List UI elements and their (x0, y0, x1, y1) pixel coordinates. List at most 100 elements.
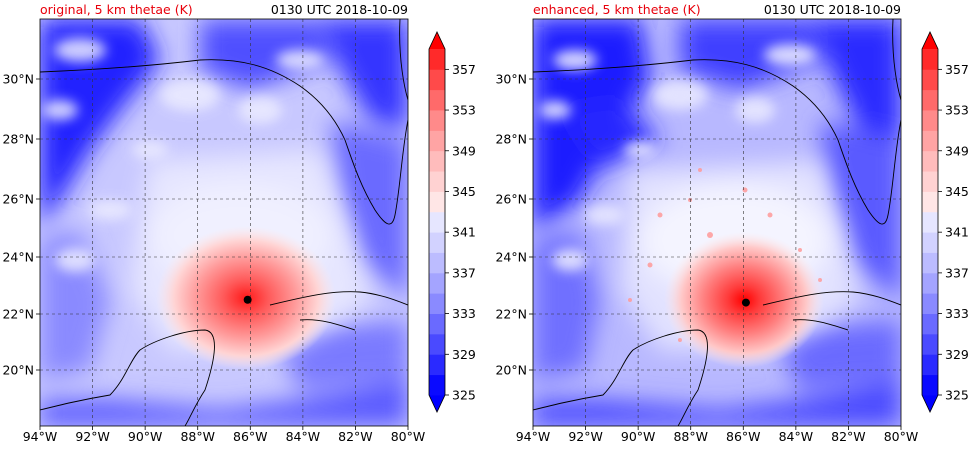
colorbar-bin (922, 110, 938, 131)
colorbar-bin (429, 232, 445, 253)
lon-tick-label: 80°W (884, 429, 919, 444)
map-frame (39, 18, 409, 427)
colorbar-bin (922, 272, 938, 294)
colorbar-bin (429, 49, 445, 70)
colorbar-bin (429, 150, 445, 172)
lat-tick-label: 26°N (495, 192, 527, 207)
panel-title-right: 0130 UTC 2018-10-09 (271, 2, 408, 17)
lon-tick-label: 82°W (831, 429, 866, 444)
colorbar-bin (922, 191, 938, 213)
lon-tick-label: 88°W (673, 429, 708, 444)
colorbar-bin (429, 333, 445, 355)
lon-tick-label: 94°W (516, 429, 551, 444)
storm-center-marker (243, 295, 252, 304)
colorbar-bin (429, 130, 445, 152)
colorbar-tick-label: 353 (452, 103, 476, 118)
lat-tick-label: 22°N (2, 307, 34, 322)
colorbar-tick-label: 345 (945, 184, 969, 199)
colorbar-bin (429, 272, 445, 294)
lon-axis: 94°W 92°W 90°W 88°W 86°W 84°W 82°W 80°W (23, 426, 425, 444)
colorbar-bin (922, 89, 938, 111)
colorbar-bin (429, 293, 445, 314)
colorbar-bin (922, 293, 938, 314)
lat-tick-label: 30°N (495, 72, 527, 87)
lon-axis: 94°W 92°W 90°W 88°W 86°W 84°W 82°W 80°W (516, 426, 919, 444)
lon-tick-label: 86°W (233, 429, 268, 444)
lat-tick-label: 28°N (2, 132, 34, 147)
lon-tick-label: 84°W (286, 429, 321, 444)
lon-tick-label: 94°W (23, 429, 58, 444)
colorbar-bin (429, 252, 445, 274)
colorbar-tick-label: 337 (945, 265, 969, 280)
coastlines (40, 19, 408, 426)
colorbar-tick-label: 357 (945, 62, 969, 77)
colorbar-tick-label: 353 (945, 103, 969, 118)
panel-title-left: original, 5 km thetae (K) (40, 2, 193, 17)
lon-tick-label: 82°W (338, 429, 373, 444)
lat-tick-label: 26°N (2, 192, 34, 207)
thetae-field (40, 19, 408, 426)
lat-tick-label: 24°N (495, 250, 527, 265)
colorbar-bin (922, 150, 938, 172)
colorbar-extend-min (922, 395, 938, 412)
colorbar-tick-label: 349 (452, 143, 476, 158)
colorbar-tick-label: 357 (452, 62, 476, 77)
colorbar-bin (429, 110, 445, 131)
panel-title-right: 0130 UTC 2018-10-09 (764, 2, 901, 17)
colorbar-bin (429, 374, 445, 396)
colorbar-bin (429, 69, 445, 91)
colorbar-tick-label: 329 (452, 347, 476, 362)
colorbar-tick-label: 337 (452, 265, 476, 280)
colorbar-bin (922, 69, 938, 91)
lon-tick-label: 84°W (779, 429, 814, 444)
map-panel-enhanced: enhanced, 5 km thetae (K) 0130 UTC 2018-… (495, 2, 918, 444)
colorbar-enhanced: 325 329 333 337 341 345 349 353 357 (921, 31, 969, 413)
lat-tick-label: 20°N (2, 363, 34, 378)
colorbar-tick-label: 325 (452, 388, 476, 403)
colorbar-tick-label: 345 (452, 184, 476, 199)
colorbar-tick-label: 341 (945, 225, 969, 240)
colorbar-tick-label: 333 (945, 306, 969, 321)
thetae-field (533, 19, 901, 426)
lat-tick-label: 28°N (495, 132, 527, 147)
colorbar-bin (429, 171, 445, 192)
graticule (40, 19, 408, 426)
colorbar-extend-min (429, 395, 445, 412)
colorbar-bin (922, 252, 938, 274)
lon-tick-label: 90°W (128, 429, 163, 444)
panel-title-left: enhanced, 5 km thetae (K) (533, 2, 701, 17)
colorbar-bin (922, 171, 938, 192)
colorbar-tick-label: 325 (945, 388, 969, 403)
colorbar-bin (922, 354, 938, 376)
lon-tick-label: 90°W (621, 429, 656, 444)
lat-axis: 20°N 22°N 24°N 26°N 28°N 30°N (495, 72, 533, 378)
lon-tick-label: 92°W (568, 429, 603, 444)
coastlines (533, 19, 901, 426)
colorbar-tick-label: 329 (945, 347, 969, 362)
map-frame (532, 18, 902, 427)
graticule (533, 19, 901, 426)
lon-tick-label: 88°W (180, 429, 215, 444)
lat-tick-label: 22°N (495, 307, 527, 322)
colorbar-bin (429, 313, 445, 335)
lat-tick-label: 20°N (495, 363, 527, 378)
colorbar-extend-max (429, 32, 445, 49)
lon-tick-label: 86°W (726, 429, 761, 444)
colorbar-bin (922, 130, 938, 152)
lat-axis: 20°N 22°N 24°N 26°N 28°N 30°N (2, 72, 40, 378)
colorbar-tick-label: 349 (945, 143, 969, 158)
colorbar-bin (429, 354, 445, 376)
lon-tick-label: 92°W (75, 429, 110, 444)
colorbar-bin (922, 49, 938, 70)
colorbar-bin (922, 232, 938, 253)
colorbar-bin (922, 211, 938, 233)
colorbar-bin (922, 313, 938, 335)
colorbar-bin (922, 374, 938, 396)
colorbar-tick-label: 341 (452, 225, 476, 240)
colorbar-original: 325 329 333 337 341 345 349 353 357 (428, 31, 476, 413)
map-panel-original: original, 5 km thetae (K) 0130 UTC 2018-… (2, 2, 425, 444)
lat-tick-label: 30°N (2, 72, 34, 87)
colorbar-extend-max (922, 32, 938, 49)
colorbar-bin (429, 211, 445, 233)
